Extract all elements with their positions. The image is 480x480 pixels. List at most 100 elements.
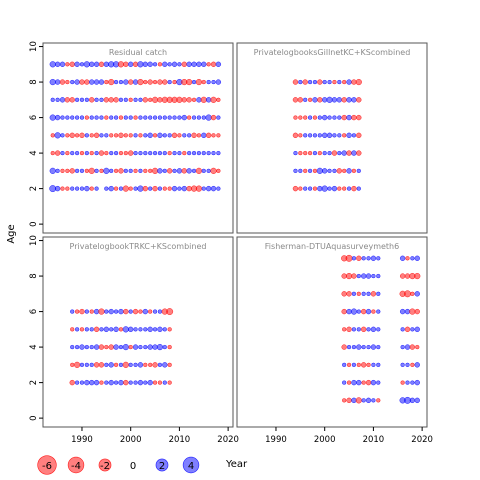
residual-point	[195, 185, 202, 192]
residual-point	[99, 380, 104, 385]
residual-point	[151, 167, 159, 174]
legend-bubble	[182, 456, 200, 474]
residual-point	[351, 344, 357, 350]
residual-point	[298, 133, 303, 138]
residual-point	[371, 273, 376, 279]
residual-point	[55, 168, 60, 174]
residual-point	[216, 150, 221, 156]
residual-point	[167, 327, 172, 332]
residual-point	[172, 168, 177, 174]
residual-point	[302, 79, 308, 85]
residual-point	[404, 273, 411, 279]
residual-point	[55, 97, 60, 102]
residual-point	[355, 397, 362, 404]
residual-point	[98, 150, 105, 156]
residual-point	[307, 133, 313, 138]
residual-point	[98, 79, 105, 85]
residual-point	[138, 97, 143, 102]
residual-point	[167, 380, 172, 385]
residual-point	[84, 133, 89, 138]
residual-point	[171, 61, 178, 67]
residual-point	[366, 362, 371, 368]
residual-point	[133, 115, 138, 120]
residual-point	[346, 186, 352, 191]
residual-point	[148, 97, 153, 102]
residual-point	[54, 61, 61, 67]
residual-point	[123, 150, 128, 156]
residual-point	[118, 344, 124, 350]
panel-frame	[236, 42, 428, 234]
residual-point	[113, 362, 119, 368]
residual-point	[74, 97, 80, 102]
panel-frame	[42, 236, 234, 428]
residual-point	[89, 79, 95, 85]
residual-point	[133, 380, 138, 385]
residual-point	[157, 309, 163, 314]
residual-point	[342, 79, 347, 85]
residual-point	[123, 168, 128, 174]
y-axis-label: Age	[6, 224, 17, 243]
residual-point	[74, 133, 80, 138]
residual-point	[366, 291, 371, 296]
residual-point	[326, 132, 333, 139]
residual-point	[143, 133, 148, 138]
residual-point	[93, 79, 100, 85]
residual-point	[307, 150, 313, 156]
residual-point	[399, 255, 406, 261]
residual-point	[186, 185, 192, 192]
residual-point	[118, 132, 124, 139]
residual-point	[312, 97, 318, 103]
residual-point	[147, 379, 153, 386]
residual-point	[157, 132, 163, 139]
residual-point	[99, 97, 104, 102]
residual-point	[65, 115, 70, 120]
residual-point	[157, 326, 163, 333]
residual-point	[162, 344, 167, 350]
residual-point	[142, 97, 148, 103]
residual-point	[122, 361, 129, 368]
residual-point	[361, 291, 366, 296]
residual-point	[89, 133, 94, 138]
residual-point	[371, 362, 376, 368]
residual-point	[216, 168, 221, 174]
residual-point	[307, 115, 313, 120]
residual-point	[351, 133, 357, 138]
panel-title: Residual catch	[109, 48, 167, 57]
residual-point	[337, 133, 342, 138]
residual-point	[327, 150, 332, 156]
residual-point	[298, 150, 303, 156]
residual-point	[133, 327, 138, 332]
residual-point	[79, 380, 85, 385]
residual-point	[59, 97, 66, 103]
residual-point	[191, 132, 197, 139]
residual-point	[147, 344, 153, 350]
residual-point	[94, 97, 99, 102]
residual-point	[65, 62, 70, 67]
residual-point	[337, 115, 342, 120]
residual-point	[307, 168, 313, 174]
residual-point	[143, 79, 148, 85]
panel-top-left: Residual catch	[42, 42, 234, 234]
residual-point	[60, 168, 65, 174]
residual-point	[356, 309, 361, 314]
residual-point	[89, 327, 94, 332]
residual-point	[128, 344, 133, 350]
residual-points	[49, 61, 222, 193]
residual-point	[122, 185, 129, 192]
residual-point	[99, 115, 104, 120]
residual-point	[345, 254, 353, 262]
x-axis-label: Year	[225, 459, 248, 470]
residual-point	[162, 362, 168, 368]
residual-point	[70, 344, 75, 350]
residual-point	[365, 308, 372, 315]
residual-point	[157, 380, 163, 385]
residual-point	[312, 133, 318, 138]
residual-point	[162, 61, 168, 67]
residual-point	[128, 168, 133, 174]
residual-point	[211, 79, 216, 85]
residual-point	[137, 379, 144, 386]
legend: -6 -4 -2 0 2 4	[37, 455, 200, 475]
residual-point	[79, 168, 85, 174]
residual-point	[405, 362, 410, 368]
residual-point	[351, 397, 357, 404]
